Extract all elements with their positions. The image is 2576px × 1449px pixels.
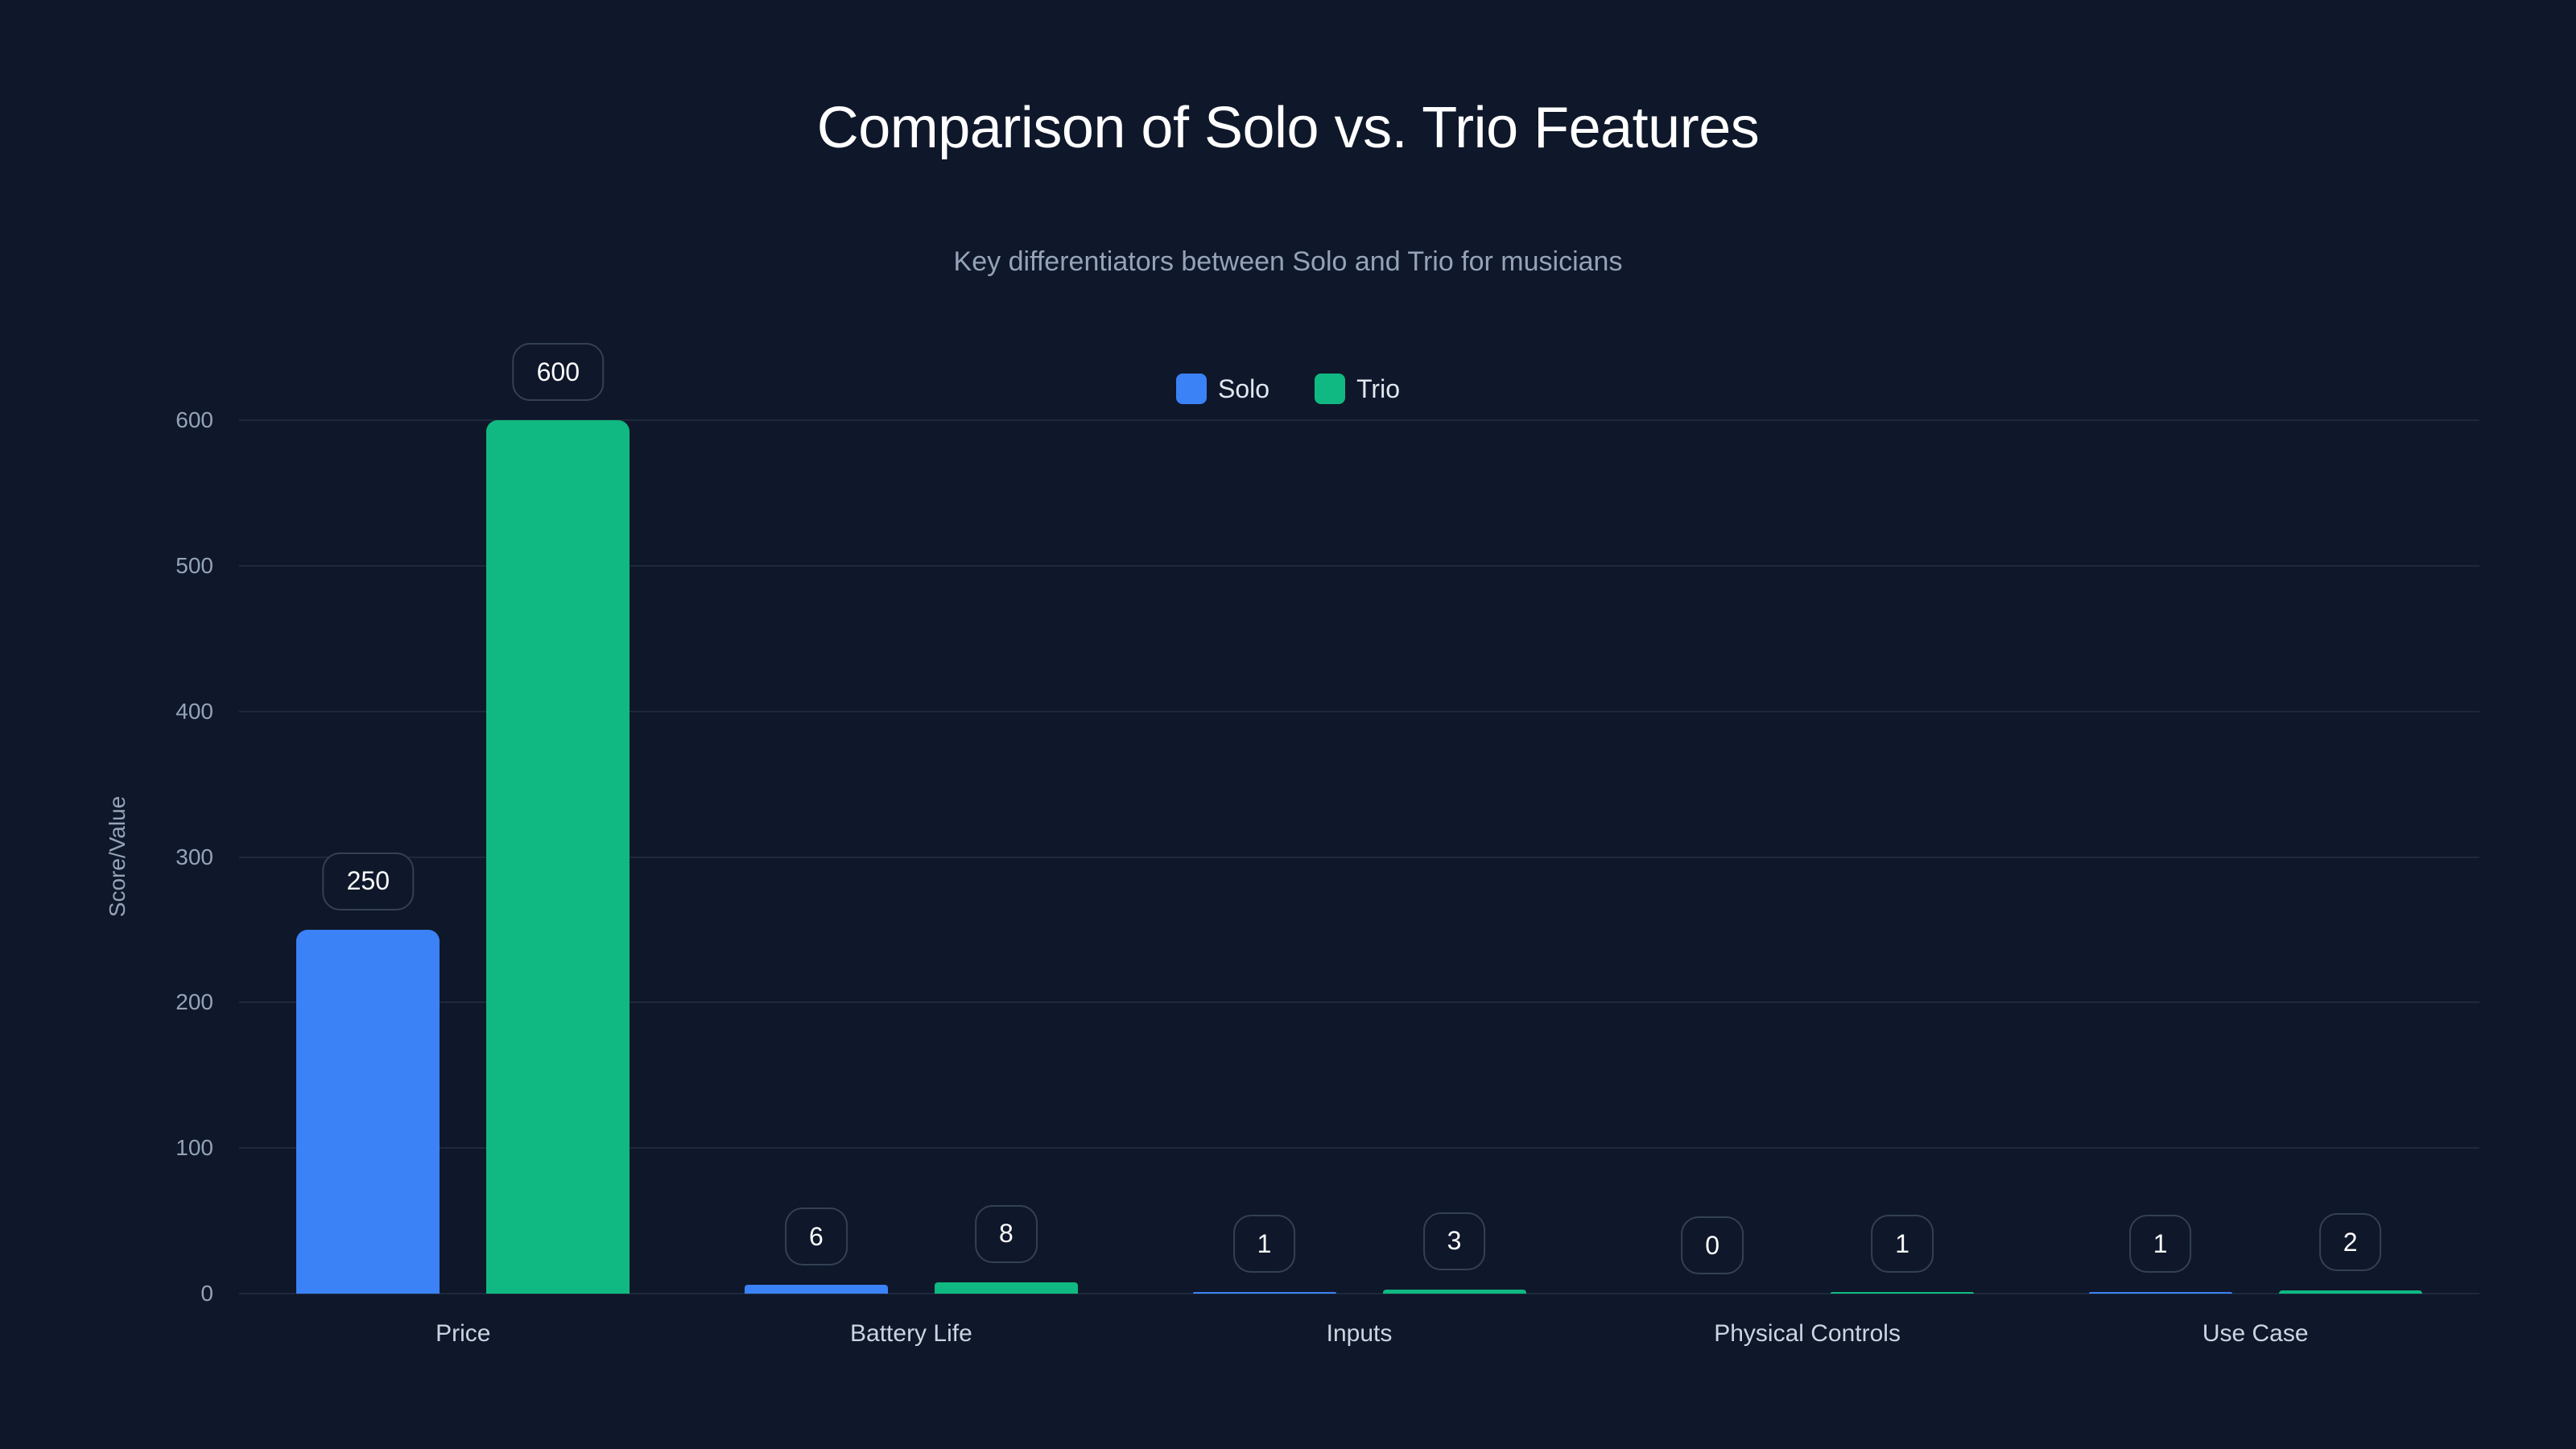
- bar-trio-use-case[interactable]: [2278, 1290, 2422, 1294]
- bar-solo-price[interactable]: [296, 929, 440, 1294]
- gridline: [239, 419, 2479, 421]
- x-tick-label: Inputs: [1326, 1320, 1393, 1347]
- data-label: 250: [322, 852, 414, 910]
- gridline: [239, 564, 2479, 567]
- y-tick-label: 500: [175, 552, 213, 578]
- y-tick-label: 600: [175, 407, 213, 432]
- gridline: [239, 1001, 2479, 1004]
- data-label: 600: [512, 343, 604, 401]
- x-tick-label: Battery Life: [850, 1320, 972, 1347]
- legend: Solo Trio: [0, 374, 2576, 404]
- data-label: 1: [1232, 1215, 1296, 1273]
- x-tick-label: Price: [436, 1320, 491, 1347]
- gridline: [239, 710, 2479, 712]
- y-tick-label: 300: [175, 844, 213, 869]
- chart-subtitle: Key differentiators between Solo and Tri…: [953, 246, 1623, 277]
- bar-solo-inputs[interactable]: [1192, 1292, 1336, 1294]
- bar-trio-inputs[interactable]: [1382, 1289, 1526, 1294]
- legend-label-solo: Solo: [1218, 374, 1270, 403]
- bar-trio-physical-controls[interactable]: [1831, 1292, 1975, 1294]
- legend-swatch-solo-icon: [1176, 374, 1208, 404]
- data-label: 6: [784, 1208, 848, 1266]
- data-label: 2: [2318, 1213, 2382, 1272]
- chart-title: Comparison of Solo vs. Trio Features: [816, 96, 1760, 160]
- bar-solo-battery-life[interactable]: [744, 1285, 888, 1294]
- data-label: 1: [1871, 1215, 1934, 1273]
- bar-trio-battery-life[interactable]: [934, 1282, 1078, 1294]
- legend-label-trio: Trio: [1356, 374, 1400, 403]
- data-label: 3: [1422, 1212, 1486, 1270]
- gridline: [239, 856, 2479, 858]
- data-label: 8: [974, 1204, 1038, 1263]
- y-tick-label: 200: [175, 989, 213, 1015]
- legend-swatch-trio-icon: [1315, 374, 1346, 404]
- data-label: 0: [1681, 1216, 1744, 1274]
- legend-item-solo[interactable]: Solo: [1176, 374, 1269, 404]
- legend-item-trio[interactable]: Trio: [1315, 374, 1400, 404]
- y-tick-label: 0: [200, 1281, 213, 1306]
- x-tick-label: Physical Controls: [1714, 1320, 1901, 1347]
- gridline: [239, 1147, 2479, 1150]
- y-tick-label: 100: [175, 1135, 213, 1161]
- bar-trio-price[interactable]: [486, 420, 630, 1294]
- x-tick-label: Use Case: [2202, 1320, 2309, 1347]
- plot-area: [239, 419, 2479, 1294]
- gridline: [239, 1293, 2479, 1294]
- bar-solo-use-case[interactable]: [2088, 1292, 2232, 1294]
- y-tick-label: 400: [175, 698, 213, 724]
- data-label: 1: [2128, 1215, 2192, 1273]
